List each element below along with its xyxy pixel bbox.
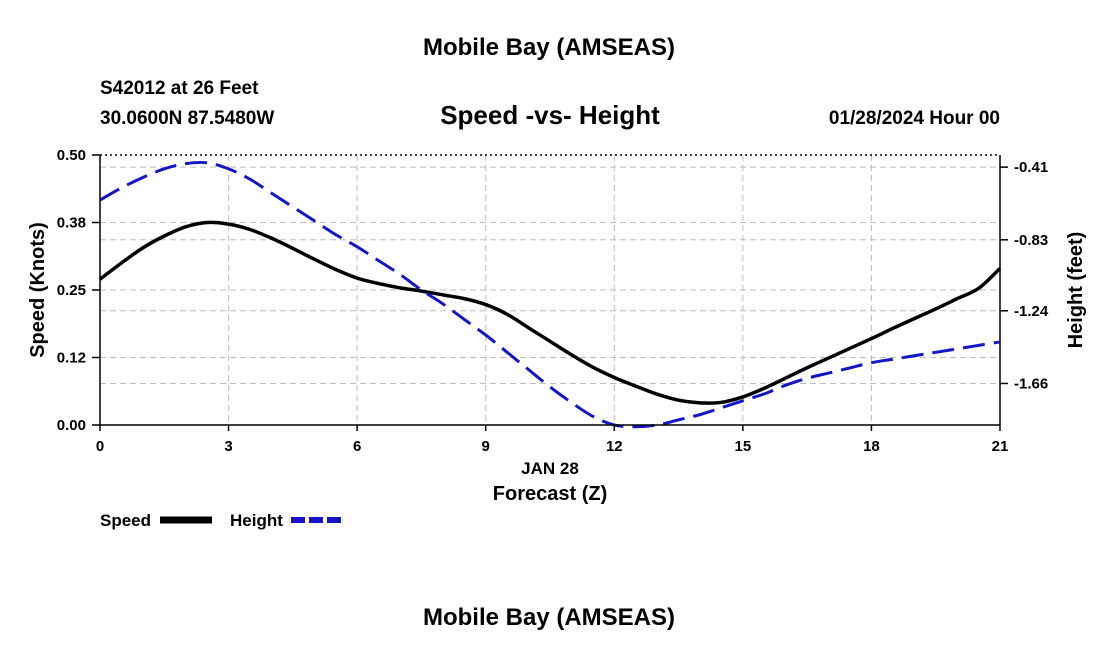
- y2-tick-label-0: -0.41: [1014, 159, 1048, 176]
- x-tick-label-6: 18: [863, 438, 880, 455]
- y2-tick-label-1: -0.83: [1014, 232, 1048, 249]
- axes: 0 3 6 9 12 15 18 21 0.00 0.12 0.25 0.38 0.50 -0.41 -0.…: [57, 147, 1049, 455]
- legend-height-label: Height: [230, 511, 283, 530]
- station-label: S42012 at 26 Feet: [100, 78, 259, 99]
- x-tick-label-1: 3: [224, 438, 232, 455]
- legend-speed-label: Speed: [100, 511, 151, 530]
- x-tick-label-7: 21: [992, 438, 1009, 455]
- y-tick-label-2: 0.25: [57, 282, 86, 299]
- x-tick-label-2: 6: [353, 438, 361, 455]
- y-axis-label: Speed (Knots): [27, 222, 49, 358]
- series-layer: [98, 160, 1002, 429]
- x-axis-label: Forecast (Z): [493, 483, 607, 505]
- x-tick-label-5: 15: [735, 438, 752, 455]
- y-tick-label-4: 0.50: [57, 147, 86, 164]
- footer-title: Mobile Bay (AMSEAS): [423, 604, 675, 631]
- legend: Speed Height: [100, 511, 342, 530]
- x-tick-label-3: 9: [482, 438, 490, 455]
- y2-tick-label-3: -1.66: [1014, 375, 1048, 392]
- chart-subtitle: Speed -vs- Height: [440, 100, 660, 130]
- location-label: 30.0600N 87.5480W: [100, 108, 274, 129]
- series-line-speed: [98, 220, 1002, 405]
- x-axis-sublabel: JAN 28: [521, 459, 579, 478]
- datetime-label: 01/28/2024 Hour 00: [829, 108, 1000, 129]
- chart-title: Mobile Bay (AMSEAS): [423, 34, 675, 61]
- x-tick-label-4: 12: [606, 438, 623, 455]
- y-tick-label-1: 0.12: [57, 350, 86, 367]
- y-tick-label-3: 0.38: [57, 215, 86, 232]
- y-tick-label-0: 0.00: [57, 417, 86, 434]
- x-tick-label-0: 0: [96, 438, 104, 455]
- y2-axis-label: Height (feet): [1065, 232, 1087, 349]
- grid: [100, 155, 1000, 425]
- y2-tick-label-2: -1.24: [1014, 303, 1049, 320]
- series-line-height: [99, 160, 1001, 429]
